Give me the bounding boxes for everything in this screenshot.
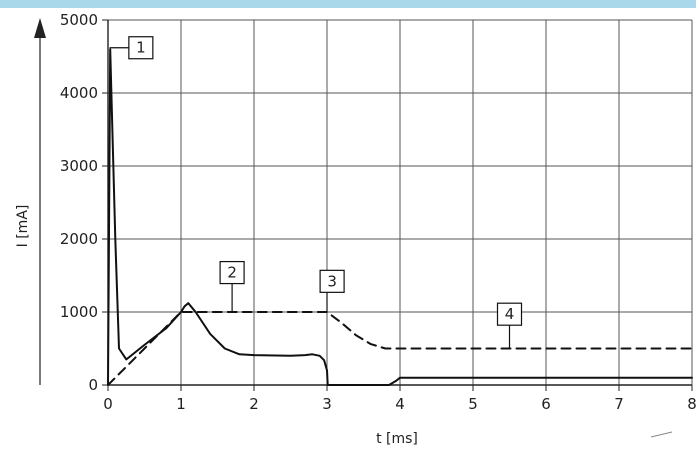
x-tick-label: 6: [541, 395, 551, 413]
y-tick-label: 2000: [60, 230, 98, 248]
y-tick-label: 3000: [60, 157, 98, 175]
callout-box: [219, 260, 245, 285]
callout-label: 4: [505, 305, 515, 323]
series-line-dashed: [107, 311, 693, 386]
callout-box: [319, 269, 345, 293]
callout-leader: [109, 47, 129, 50]
callouts: 1 2 3 4: [109, 36, 523, 349]
y-axis-label: I [mA]: [15, 205, 31, 248]
axes: [34, 18, 693, 391]
x-tick-label: 1: [176, 395, 186, 413]
x-tick-label: 4: [395, 395, 405, 413]
series-line-solid: [107, 48, 693, 386]
x-tick-label: 0: [103, 395, 113, 413]
series-group: [107, 48, 693, 386]
grid: [108, 19, 693, 385]
y-tick-label: 4000: [60, 84, 98, 102]
callout-label: 1: [136, 39, 146, 57]
callout-box: [496, 302, 523, 326]
y-tick-label: 5000: [60, 11, 98, 29]
x-axis-label: t [ms]: [376, 431, 418, 447]
y-axis-arrow-head: [34, 18, 46, 38]
y-tick-label: 1000: [60, 303, 98, 321]
x-tick-label: 2: [249, 395, 259, 413]
callout-label: 3: [327, 272, 337, 290]
tick-labels: 0 1 2 3 4 5 6 7 8 0 1000 2000 3000 4000 5000: [60, 11, 696, 413]
corner-mark: [650, 431, 673, 438]
callout-box: [128, 36, 154, 60]
x-tick-label: 5: [468, 395, 478, 413]
callout-label: 2: [227, 264, 237, 282]
y-tick-label: 0: [88, 376, 98, 394]
top-accent-band: [0, 0, 696, 8]
x-tick-label: 7: [614, 395, 624, 413]
x-tick-label: 8: [687, 395, 696, 413]
x-tick-label: 3: [322, 395, 332, 413]
